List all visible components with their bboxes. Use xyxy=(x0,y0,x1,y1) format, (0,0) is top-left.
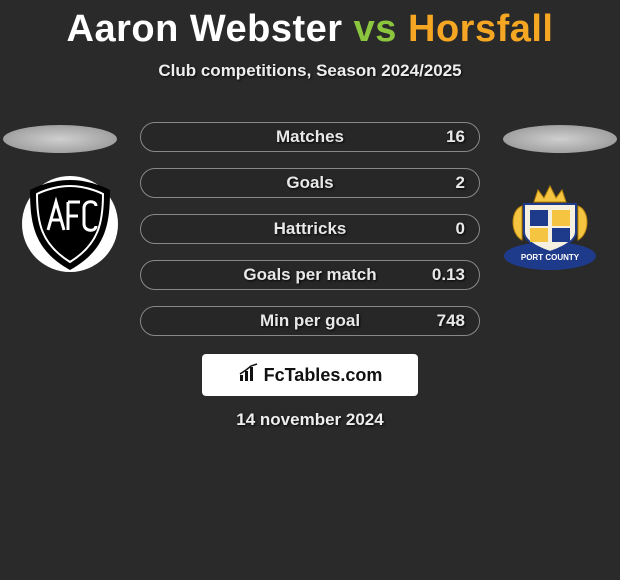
brand-text: FcTables.com xyxy=(264,365,383,386)
subtitle: Club competitions, Season 2024/2025 xyxy=(0,61,620,81)
player2-head-placeholder xyxy=(503,125,617,153)
stat-row-goals: Goals 2 xyxy=(140,168,480,198)
stats-panel: Matches 16 Goals 2 Hattricks 0 Goals per… xyxy=(140,122,480,352)
comparison-card: Aaron Webster vs Horsfall Club competiti… xyxy=(0,0,620,580)
stat-value: 748 xyxy=(437,311,465,331)
date-text: 14 november 2024 xyxy=(0,410,620,430)
stat-value: 2 xyxy=(456,173,465,193)
stat-label: Hattricks xyxy=(141,219,479,239)
stat-value: 16 xyxy=(446,127,465,147)
brand-box: FcTables.com xyxy=(202,354,418,396)
stat-label: Min per goal xyxy=(141,311,479,331)
stat-value: 0 xyxy=(456,219,465,239)
stat-row-hattricks: Hattricks 0 xyxy=(140,214,480,244)
stat-row-goals-per-match: Goals per match 0.13 xyxy=(140,260,480,290)
player2-club-badge: PORT COUNTY xyxy=(500,174,600,274)
stat-row-matches: Matches 16 xyxy=(140,122,480,152)
vs-separator: vs xyxy=(354,8,397,50)
player1-head-placeholder xyxy=(3,125,117,153)
stat-label: Goals xyxy=(141,173,479,193)
stat-label: Goals per match xyxy=(141,265,479,285)
player1-club-badge xyxy=(20,174,120,274)
page-title: Aaron Webster vs Horsfall xyxy=(0,0,620,51)
stat-label: Matches xyxy=(141,127,479,147)
stat-value: 0.13 xyxy=(432,265,465,285)
stat-row-min-per-goal: Min per goal 748 xyxy=(140,306,480,336)
player1-name: Aaron Webster xyxy=(67,8,343,50)
svg-text:PORT COUNTY: PORT COUNTY xyxy=(521,253,580,262)
player2-name: Horsfall xyxy=(408,8,553,50)
bar-chart-icon xyxy=(238,363,260,388)
